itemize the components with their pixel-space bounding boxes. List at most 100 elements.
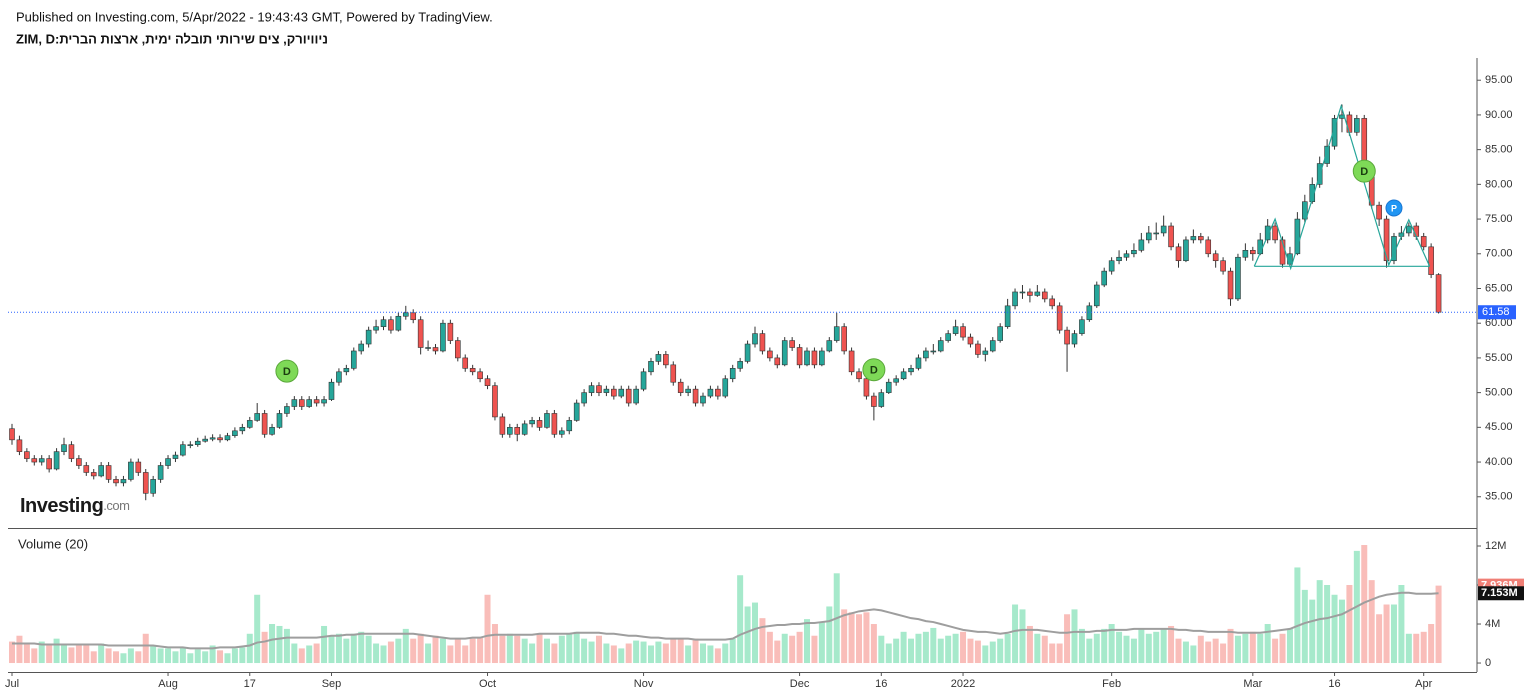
volume-bar [432, 635, 439, 664]
annotation-marker [275, 359, 299, 383]
candle-body [284, 406, 290, 414]
candle-body [796, 347, 803, 366]
candle-body [1093, 284, 1100, 307]
candle-body [232, 430, 238, 436]
volume-bar [1041, 635, 1048, 664]
candle-body [603, 388, 610, 393]
volume-bar [722, 643, 729, 664]
volume-bar [395, 638, 402, 664]
volume-bar [194, 649, 201, 664]
volume-bar [1019, 609, 1026, 664]
y-tick-label: 65.00 [1485, 282, 1513, 294]
volume-bar [298, 648, 305, 664]
candle-body [774, 357, 781, 366]
candle-body [462, 357, 469, 369]
candle-body [833, 326, 840, 341]
candle-body [997, 326, 1003, 341]
candle-body [1264, 225, 1271, 241]
volume-bar [1435, 585, 1442, 664]
volume-bar [625, 643, 632, 664]
candle-body [960, 326, 966, 338]
volume-bar [1420, 631, 1427, 664]
volume-bar [922, 631, 929, 664]
volume-bar [261, 631, 268, 664]
candle-body [135, 461, 142, 473]
candle-body [581, 392, 587, 404]
candle-body [640, 371, 647, 390]
volume-bar [75, 645, 82, 664]
candle-body [150, 479, 156, 494]
y-tick-label: 40.00 [1485, 456, 1513, 468]
volume-bar [893, 638, 900, 664]
volume-bar [603, 643, 610, 664]
candle-body [596, 385, 602, 393]
candle-body [1435, 274, 1442, 313]
volume-bar [1272, 638, 1279, 664]
candle-body [529, 420, 535, 425]
volume-bar [499, 635, 506, 664]
x-tick-label: Oct [479, 678, 496, 690]
candle-body [521, 423, 528, 435]
candle-body [804, 350, 810, 366]
volume-bar [744, 606, 751, 664]
volume-bar [1138, 628, 1145, 664]
volume-bar [38, 641, 45, 664]
candle-body [1354, 118, 1360, 133]
annotation-label: D [1360, 166, 1368, 178]
candle-body [841, 326, 847, 352]
candle-body [1160, 225, 1167, 234]
volume-ma-last-label: 7.153M [1481, 587, 1518, 599]
volume-bar [1034, 633, 1041, 664]
candle-body [1331, 118, 1338, 147]
volume-bar [633, 640, 640, 664]
last-price-box [1478, 305, 1516, 320]
volume-bar [655, 641, 662, 664]
volume-bar [640, 641, 647, 664]
volume-bar [900, 631, 907, 664]
volume-bar [982, 645, 989, 664]
volume-bar [469, 638, 476, 664]
volume-bar [870, 624, 877, 664]
candle-body [454, 340, 461, 359]
volume-bar [967, 638, 974, 664]
volume-bar [387, 641, 394, 664]
volume-bar [863, 612, 870, 664]
candle-body [447, 322, 454, 341]
candle-body [1004, 305, 1011, 327]
candle-body [1376, 204, 1382, 220]
volume-bar [811, 635, 818, 664]
volume-title: Volume (20) [18, 536, 88, 551]
candle-body [908, 368, 914, 373]
volume-bar [1071, 609, 1078, 664]
volume-bar [1212, 638, 1219, 664]
volume-bar [692, 638, 699, 664]
candle-body [484, 378, 491, 386]
candle-body [298, 399, 305, 407]
volume-ma-last-box [1478, 586, 1524, 601]
volume-bar [848, 612, 855, 664]
volume-y-tick-label: 4M [1485, 618, 1500, 630]
candle-body [1175, 246, 1182, 262]
x-tick-label: Feb [1102, 678, 1121, 690]
candle-body [209, 437, 216, 440]
volume-bar [937, 638, 944, 664]
candle-body [113, 479, 119, 484]
candle-body [246, 420, 253, 428]
candle-body [1101, 270, 1108, 286]
volume-bar [187, 653, 194, 664]
candle-body [165, 458, 171, 466]
candle-body [1108, 260, 1115, 272]
volume-bar [358, 631, 365, 664]
volume-bar [246, 633, 253, 664]
volume-bar [543, 638, 550, 664]
candle-body [767, 350, 773, 359]
candle-body [120, 479, 127, 484]
volume-bar [1078, 628, 1085, 664]
volume-bar [1004, 633, 1011, 664]
volume-bar [120, 653, 127, 664]
candle-body [967, 336, 974, 345]
candle-body [358, 343, 365, 352]
volume-bar [1227, 628, 1234, 664]
candle-body [76, 458, 82, 466]
candle-body [217, 437, 223, 441]
